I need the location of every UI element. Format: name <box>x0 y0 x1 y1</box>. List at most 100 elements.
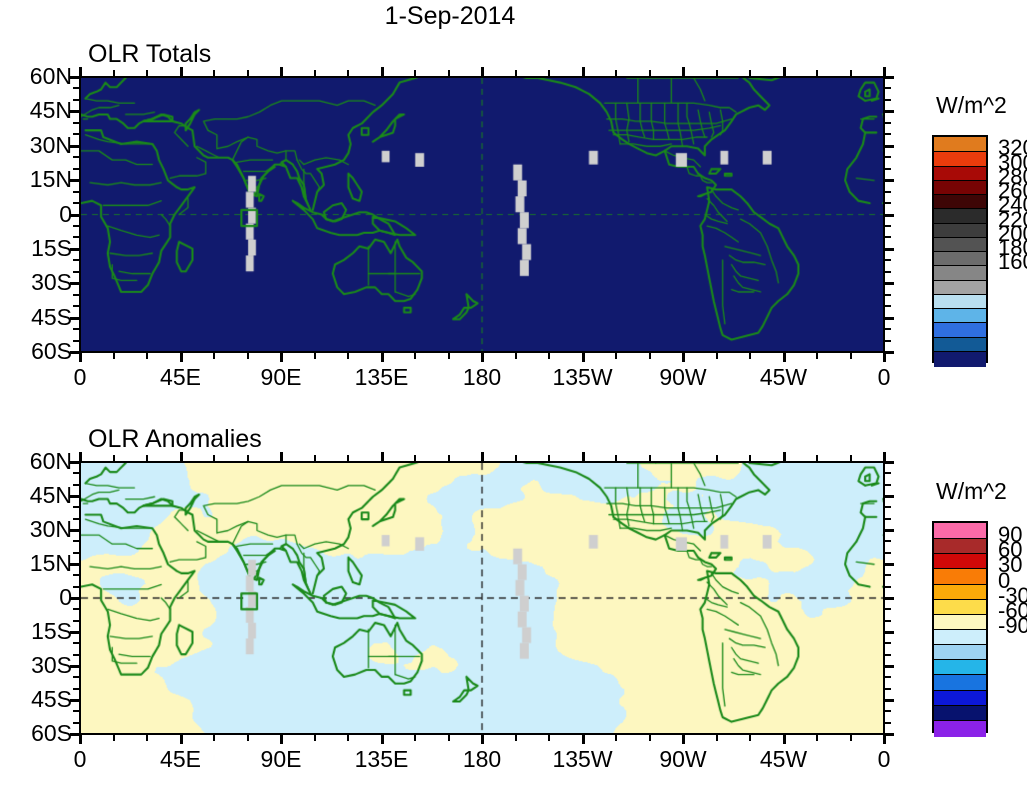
colorbar-anomalies-band-10 <box>934 674 986 692</box>
y-minor-tick-right-totals-3-2 <box>884 202 891 205</box>
x-tick-top-totals-4 <box>481 67 484 77</box>
map-panel-olr-anomalies[interactable] <box>79 461 885 735</box>
x-minor-tick-totals-0-1 <box>112 352 115 359</box>
colorbar-anomalies-band-6 <box>934 613 986 631</box>
colorbar-totals-band-15 <box>934 350 986 367</box>
colorbar-anomalies-band-1 <box>934 538 986 555</box>
y-axis-label-totals-6: 30S <box>31 269 72 296</box>
colorbar-anomalies-label-2: 30 <box>998 552 1023 578</box>
x-tick-top-anomalies-3 <box>380 452 384 462</box>
colorbar-totals-label-5: 220 <box>998 206 1027 232</box>
y-axis-label-anomalies-6: 30S <box>31 652 72 678</box>
y-axis-label-totals-7: 45S <box>31 303 72 330</box>
y-tick-anomalies-2 <box>70 529 80 532</box>
y-tick-totals-4 <box>70 213 80 217</box>
x-tick-top-totals-5 <box>581 67 585 77</box>
x-axis-label-anomalies-5: 135W <box>552 746 613 772</box>
y-minor-tick-right-anomalies-0-1 <box>884 472 891 475</box>
colorbar-totals-label-1: 300 <box>998 149 1027 175</box>
y-minor-tick-right-totals-2-1 <box>884 156 891 159</box>
y-tick-totals-1 <box>70 110 80 114</box>
y-axis-label-totals-5: 15S <box>31 234 72 261</box>
colorbar-totals-band-1 <box>934 151 986 168</box>
y-minor-tick-totals-6-2 <box>73 305 80 308</box>
y-minor-tick-right-anomalies-2-2 <box>884 551 891 554</box>
y-minor-tick-right-totals-6-1 <box>884 293 891 296</box>
y-minor-tick-right-totals-6-2 <box>884 305 891 308</box>
colorbar-totals-label-7: 180 <box>998 235 1027 260</box>
x-minor-tick-anomalies-1-2 <box>246 734 249 741</box>
y-minor-tick-totals-2-2 <box>73 167 80 170</box>
y-axis-label-totals-2: 30N <box>29 131 72 158</box>
y-tick-right-anomalies-5 <box>884 631 894 634</box>
x-minor-tick-top-anomalies-2-1 <box>313 455 316 462</box>
colorbar-unit-totals: W/m^2 <box>936 92 1007 118</box>
x-tick-totals-0 <box>79 352 82 362</box>
y-tick-right-anomalies-3 <box>884 563 894 566</box>
x-minor-tick-anomalies-7-1 <box>816 734 818 741</box>
x-minor-tick-top-totals-3-2 <box>447 70 450 77</box>
colorbar-totals-band-12 <box>934 308 986 324</box>
y-minor-tick-totals-7-1 <box>73 328 80 331</box>
y-axis-label-totals-3: 15N <box>29 166 72 193</box>
colorbar-totals-band-10 <box>934 279 986 296</box>
x-axis-label-totals-6: 90W <box>659 364 707 390</box>
y-tick-anomalies-7 <box>70 699 80 702</box>
y-minor-tick-totals-3-2 <box>73 202 80 205</box>
colorbar-anomalies-band-4 <box>934 583 986 601</box>
x-minor-tick-top-anomalies-6-1 <box>715 455 718 462</box>
y-minor-tick-right-totals-5-1 <box>884 259 891 262</box>
y-minor-tick-right-anomalies-4-1 <box>884 608 891 611</box>
x-axis-label-anomalies-8: 0 <box>877 746 891 772</box>
x-minor-tick-top-anomalies-5-2 <box>648 455 651 462</box>
x-minor-tick-top-anomalies-7-1 <box>816 455 818 462</box>
x-minor-tick-top-totals-3-1 <box>414 70 416 77</box>
map-panel-olr-totals[interactable] <box>79 76 885 353</box>
y-minor-tick-right-anomalies-0-2 <box>884 483 891 486</box>
x-axis-label-anomalies-1: 45E <box>160 746 201 772</box>
x-tick-top-anomalies-7 <box>782 452 786 462</box>
y-minor-tick-right-totals-0-1 <box>884 87 891 90</box>
x-minor-tick-top-totals-0-2 <box>146 70 148 77</box>
y-minor-tick-right-anomalies-1-2 <box>884 517 891 520</box>
x-axis-label-totals-7: 45W <box>759 364 808 390</box>
x-tick-anomalies-1 <box>179 734 183 744</box>
y-tick-right-totals-3 <box>884 179 894 183</box>
x-minor-tick-top-anomalies-2-2 <box>347 455 349 462</box>
x-minor-tick-totals-4-2 <box>548 352 550 359</box>
x-minor-tick-top-totals-4-1 <box>514 70 517 77</box>
x-minor-tick-anomalies-0-2 <box>146 734 148 741</box>
y-tick-right-totals-1 <box>884 110 894 114</box>
colorbar-anomalies[interactable] <box>932 521 988 737</box>
x-minor-tick-anomalies-5-2 <box>648 734 651 741</box>
y-tick-totals-6 <box>70 282 80 286</box>
colorbar-totals-label-6: 200 <box>998 220 1027 246</box>
x-minor-tick-top-totals-5-2 <box>648 70 651 77</box>
x-minor-tick-anomalies-4-2 <box>548 734 550 741</box>
x-axis-label-anomalies-4: 180 <box>462 746 502 772</box>
y-tick-anomalies-4 <box>70 597 80 600</box>
colorbar-totals-band-11 <box>934 293 986 310</box>
x-tick-top-anomalies-4 <box>481 452 484 462</box>
y-minor-tick-right-totals-0-2 <box>884 98 891 101</box>
colorbar-anomalies-band-0 <box>934 523 986 539</box>
y-minor-tick-totals-4-2 <box>73 236 80 239</box>
map-plot-area-anomalies[interactable] <box>79 461 885 735</box>
y-minor-tick-anomalies-3-1 <box>73 574 80 577</box>
colorbar-totals-band-14 <box>934 336 986 353</box>
y-axis-label-totals-8: 60S <box>31 338 72 364</box>
x-tick-totals-7 <box>782 352 786 362</box>
colorbar-totals-band-2 <box>934 165 986 182</box>
x-minor-tick-top-totals-6-1 <box>715 70 718 77</box>
y-minor-tick-anomalies-5-2 <box>73 653 80 656</box>
colorbar-totals[interactable] <box>932 135 988 367</box>
x-tick-top-anomalies-1 <box>179 452 183 462</box>
map-plot-area-totals[interactable] <box>79 76 885 353</box>
x-axis-label-totals-5: 135W <box>552 364 613 390</box>
panel-title-totals: OLR Totals <box>88 40 212 68</box>
x-minor-tick-top-anomalies-1-2 <box>246 455 249 462</box>
x-minor-tick-anomalies-2-1 <box>313 734 316 741</box>
x-tick-anomalies-3 <box>380 734 384 744</box>
y-tick-anomalies-6 <box>70 665 80 668</box>
